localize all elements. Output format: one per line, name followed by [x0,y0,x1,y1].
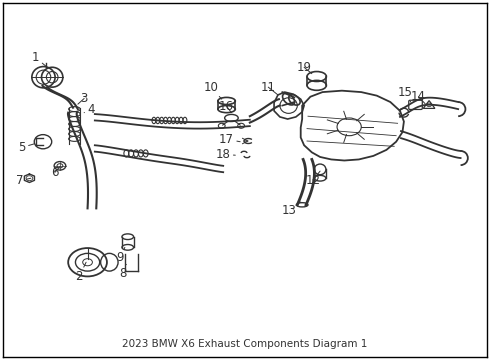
Text: 3: 3 [78,92,88,105]
Text: 4: 4 [84,103,95,116]
Text: 7: 7 [16,174,31,187]
Text: 11: 11 [261,81,278,95]
Text: 15: 15 [397,86,412,102]
Text: 2: 2 [75,262,86,283]
Text: 13: 13 [282,202,301,217]
Text: 18: 18 [216,148,235,161]
Text: 1: 1 [32,51,47,67]
Text: 19: 19 [296,61,312,74]
Text: 10: 10 [204,81,222,99]
Text: 8: 8 [119,264,126,280]
Text: 12: 12 [305,171,320,186]
Text: 6: 6 [51,166,60,179]
Text: 2023 BMW X6 Exhaust Components Diagram 1: 2023 BMW X6 Exhaust Components Diagram 1 [122,339,368,349]
Text: 17: 17 [219,133,240,146]
Text: 14: 14 [411,90,426,104]
Text: 5: 5 [19,141,34,154]
Text: 16: 16 [219,100,234,113]
Text: 9: 9 [116,247,125,265]
